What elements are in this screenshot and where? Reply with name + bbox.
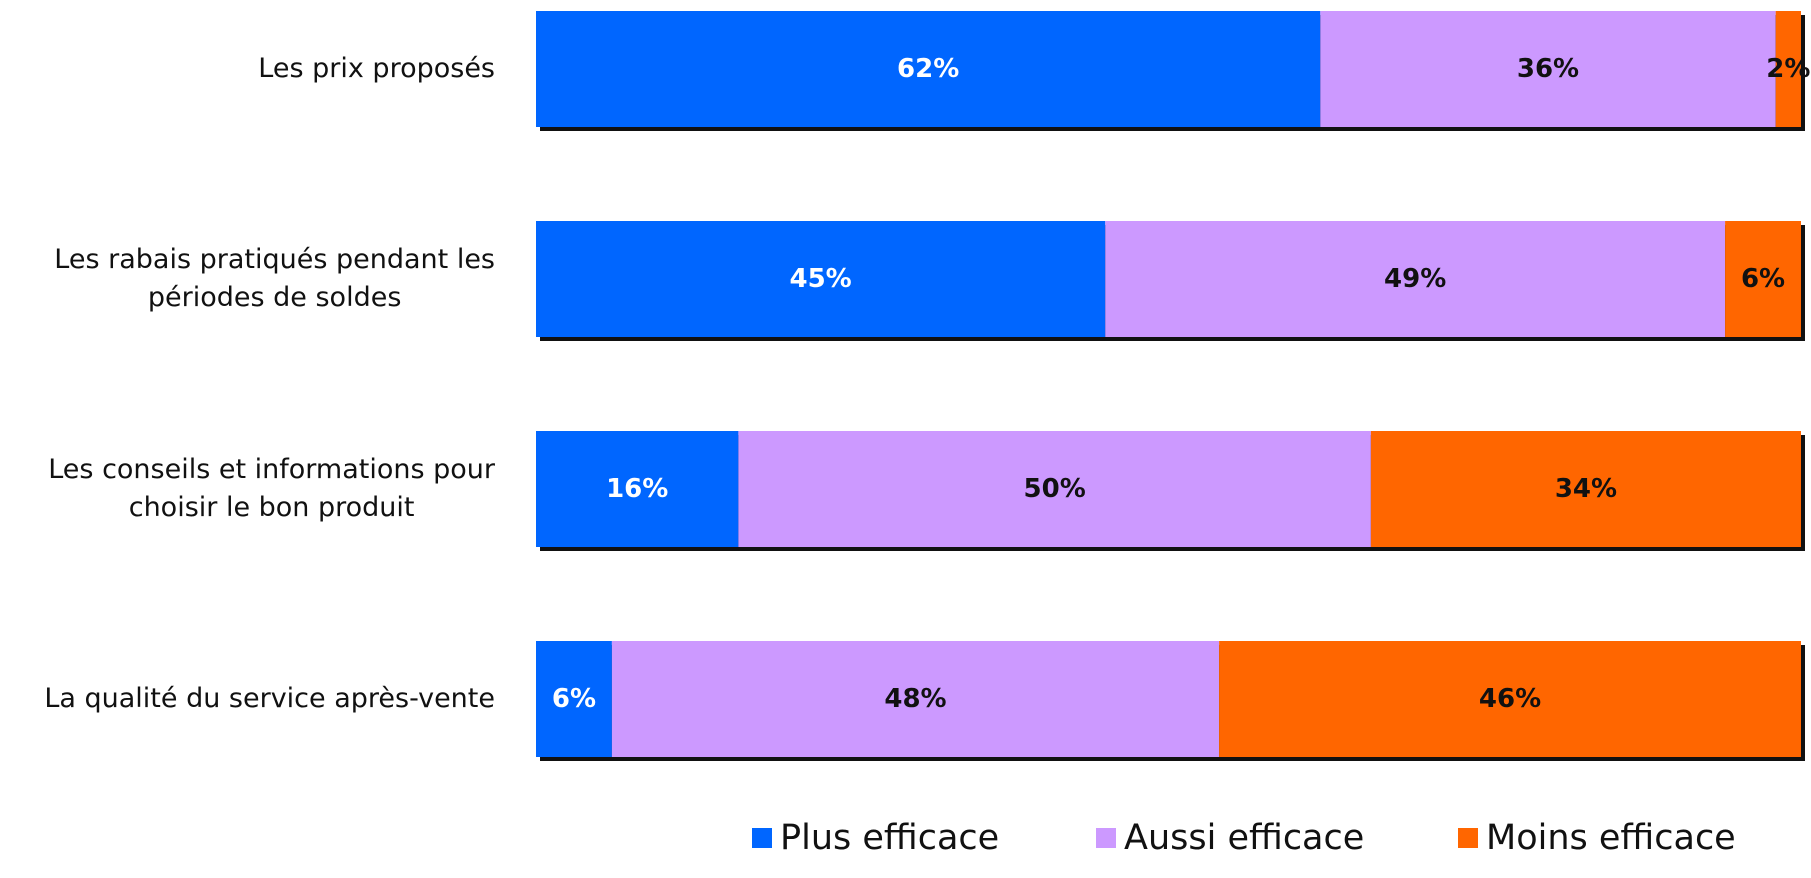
bar-segment	[1320, 11, 1776, 127]
legend-item: Plus efficace	[752, 818, 999, 858]
bar-segment	[1370, 431, 1801, 547]
bar-segment	[1775, 11, 1801, 127]
data-label: 50%	[1024, 474, 1086, 504]
data-label: 48%	[884, 684, 946, 714]
category-label: Les prix proposés	[258, 53, 495, 84]
bar-segment	[536, 641, 612, 757]
bar-segment	[536, 431, 739, 547]
legend-swatch	[1096, 828, 1116, 848]
data-label: 36%	[1517, 54, 1579, 84]
bar-segment	[1725, 221, 1801, 337]
legend-label: Aussi efficace	[1124, 818, 1365, 858]
legend-swatch	[1458, 828, 1478, 848]
bar-segment	[536, 221, 1106, 337]
bar-segment	[536, 11, 1321, 127]
data-label: 49%	[1384, 264, 1446, 294]
data-label: 16%	[606, 474, 668, 504]
legend-label: Moins efficace	[1486, 818, 1736, 858]
category-label: La qualité du service après-vente	[44, 683, 495, 714]
data-label: 62%	[897, 54, 959, 84]
legend-swatch	[752, 828, 772, 848]
data-label: 6%	[552, 684, 596, 714]
bar-segment	[611, 641, 1220, 757]
category-label: Les rabais pratiqués pendant les période…	[54, 244, 495, 313]
data-label: 34%	[1555, 474, 1617, 504]
bar-segment	[1219, 641, 1801, 757]
legend-item: Moins efficace	[1458, 818, 1736, 858]
data-label: 46%	[1479, 684, 1541, 714]
bar-segment	[738, 431, 1371, 547]
data-label: 6%	[1741, 264, 1785, 294]
bar-segment	[1105, 221, 1726, 337]
data-label: 2%	[1766, 54, 1810, 84]
legend-label: Plus efficace	[780, 818, 1000, 858]
legend-item: Aussi efficace	[1096, 818, 1364, 858]
category-label: Les conseils et informations pour choisi…	[48, 454, 495, 523]
data-label: 45%	[790, 264, 852, 294]
